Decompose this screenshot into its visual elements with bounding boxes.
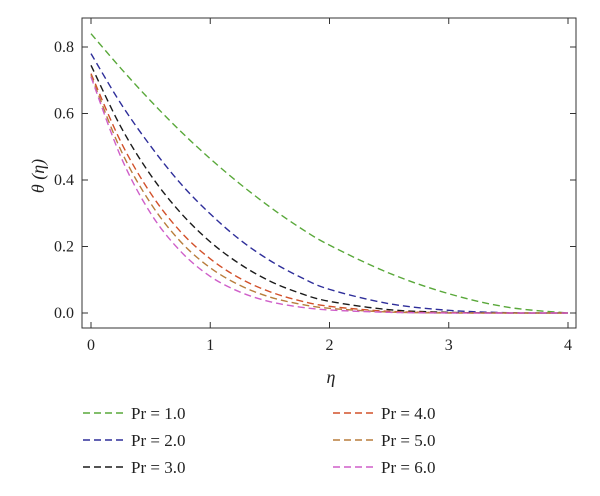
legend-item: Pr = 5.0 [333, 431, 435, 450]
x-tick-label: 4 [564, 337, 572, 354]
legend-label: Pr = 3.0 [131, 458, 185, 477]
y-tick-label: 0.6 [54, 106, 74, 123]
legend-item: Pr = 4.0 [333, 404, 435, 423]
x-tick-label: 3 [445, 337, 453, 354]
y-tick-label: 0.2 [54, 239, 74, 256]
tick-labels: 0 1 2 3 4 0.0 0.2 0.4 0.6 0.8 [54, 39, 572, 354]
y-tick-label: 0.8 [54, 39, 74, 56]
series-lines [90, 33, 569, 314]
axes [81, 17, 577, 329]
x-tick-label: 0 [87, 337, 95, 354]
legend: Pr = 1.0 Pr = 2.0 Pr = 3.0 Pr = 4.0 Pr = 5.0… [83, 404, 435, 477]
series-line-4 [90, 73, 569, 314]
legend-label: Pr = 2.0 [131, 431, 185, 450]
y-axis-label: θ (η) [28, 159, 49, 193]
y-tick-label: 0.0 [54, 305, 74, 322]
x-axis-label: η [327, 367, 336, 387]
legend-item: Pr = 3.0 [83, 458, 185, 477]
series-line-5 [90, 75, 568, 314]
series-line-3 [90, 64, 569, 314]
legend-label: Pr = 1.0 [131, 404, 185, 423]
legend-label: Pr = 4.0 [381, 404, 435, 423]
series-line-1 [90, 33, 569, 314]
legend-item: Pr = 2.0 [83, 431, 185, 450]
y-tick-label: 0.4 [54, 172, 74, 189]
x-tick-label: 2 [326, 337, 334, 354]
legend-label: Pr = 5.0 [381, 431, 435, 450]
legend-label: Pr = 6.0 [381, 458, 435, 477]
series-line-6 [90, 76, 568, 314]
series-line-2 [90, 53, 569, 314]
legend-item: Pr = 1.0 [83, 404, 185, 423]
x-tick-label: 1 [206, 337, 214, 354]
plot-frame [81, 17, 577, 329]
legend-item: Pr = 6.0 [333, 458, 435, 477]
